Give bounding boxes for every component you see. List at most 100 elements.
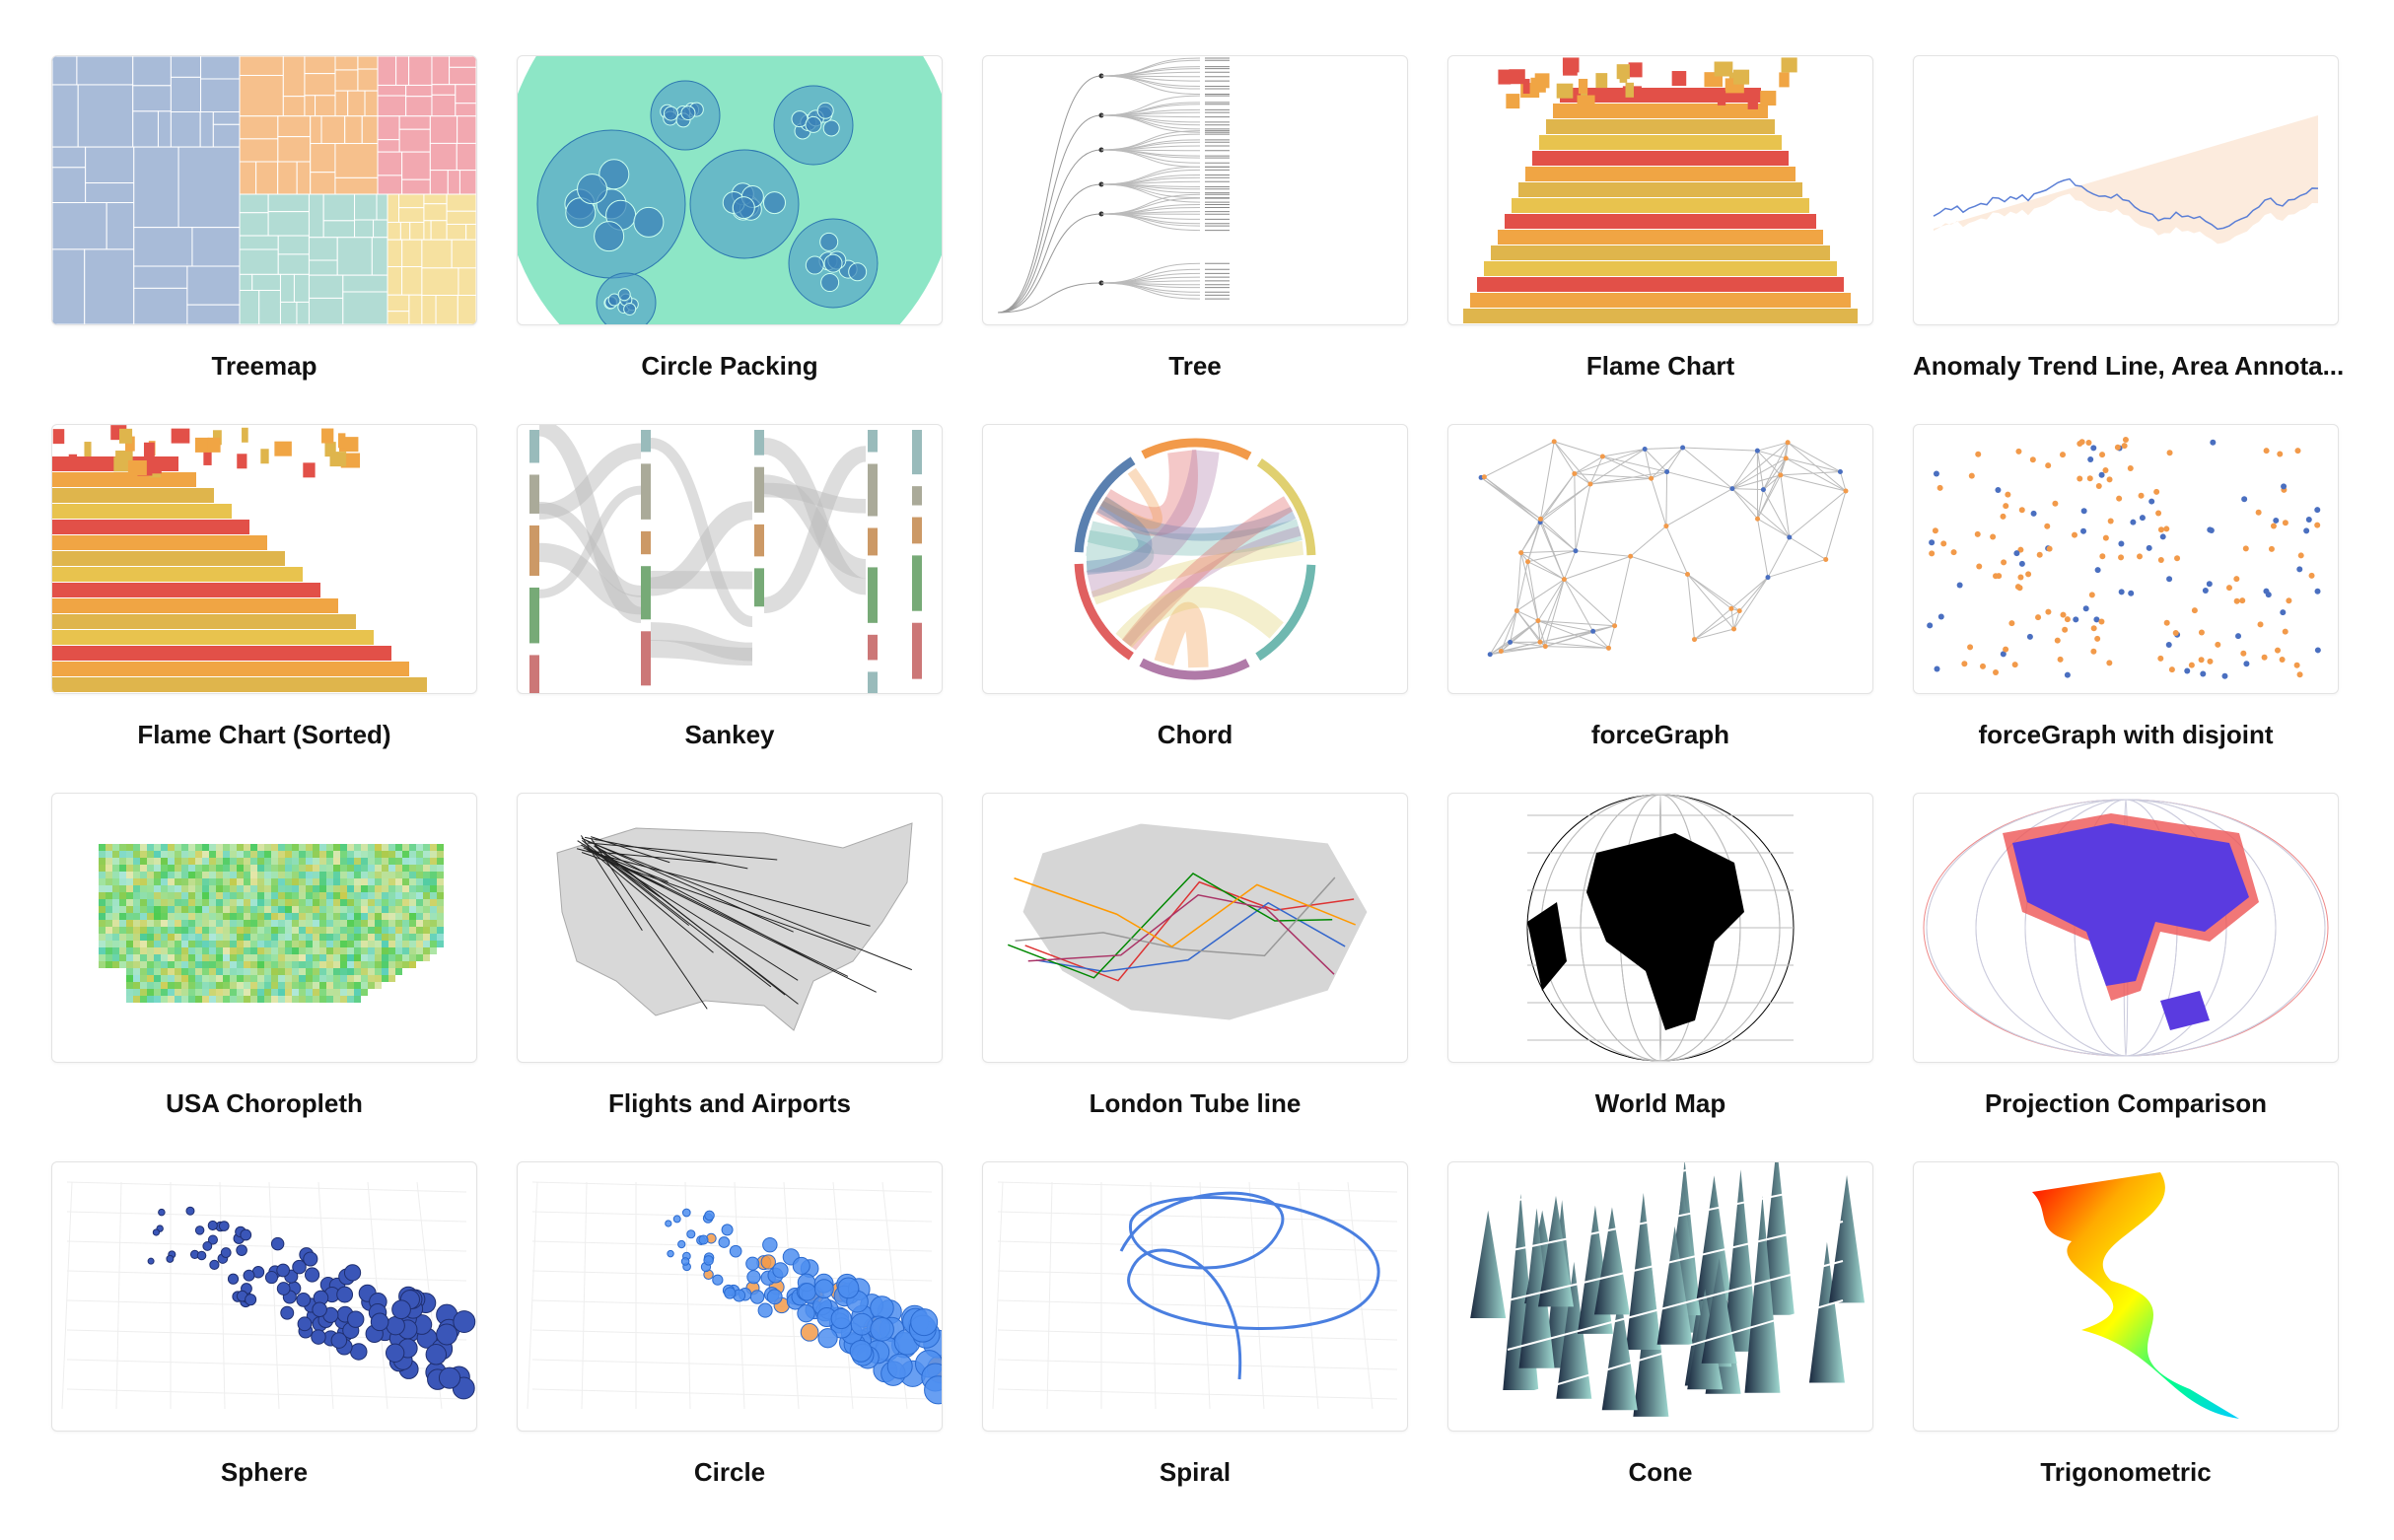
card-title[interactable]: Spiral [1159,1457,1232,1487]
card-title[interactable]: Flights and Airports [607,1088,852,1118]
thumbnail[interactable] [1447,793,1873,1063]
node [1934,665,1940,672]
thumbnail[interactable] [517,1161,943,1432]
thumbnail[interactable] [1447,424,1873,694]
card-title[interactable]: Projection Comparison [1984,1088,2268,1118]
thumbnail[interactable] [517,793,943,1063]
gallery-card[interactable]: Circle Packing [517,55,943,424]
gallery-card[interactable]: Flame Chart (Sorted) [51,424,477,793]
gallery-card[interactable]: Sankey [517,424,943,793]
thumbnail[interactable] [982,1161,1408,1432]
plane-line [1507,1221,1844,1301]
thumbnail[interactable] [982,424,1408,694]
gallery-card[interactable]: Anomaly Trend Line, Area Annota... [1913,55,2345,424]
card-title[interactable]: forceGraph [1590,720,1730,749]
gallery-card[interactable]: Tree [982,55,1408,424]
thumbnail[interactable] [1447,1161,1873,1432]
tile [170,76,202,113]
county [347,892,354,899]
card-title[interactable]: London Tube line [1089,1088,1302,1118]
county [333,941,340,947]
tile [342,274,388,293]
card-title[interactable]: Flame Chart [1585,351,1735,381]
gallery-card[interactable]: forceGraph with disjoint [1913,424,2339,793]
county [409,885,416,892]
county [154,906,161,913]
county [209,954,216,961]
card-title[interactable]: Chord [1157,720,1233,749]
node [2136,553,2143,560]
link [1757,450,1782,476]
gallery-card[interactable]: forceGraph [1447,424,1873,793]
card-title[interactable]: Anomaly Trend Line, Area Annota... [1913,351,2345,381]
thumbnail[interactable] [1913,55,2339,325]
card-title[interactable]: Sphere [220,1457,309,1487]
card-title[interactable]: Trigonometric [2040,1457,2212,1487]
tile [334,90,349,117]
county [264,954,271,961]
card-title[interactable]: Treemap [211,351,317,381]
card-title[interactable]: USA Choropleth [166,1088,363,1118]
gallery-card[interactable]: Flights and Airports [517,793,943,1161]
thumbnail[interactable] [51,793,477,1063]
card-title[interactable]: Cone [1628,1457,1693,1487]
thumbnail[interactable] [1447,55,1873,325]
county [161,934,168,941]
county [195,920,202,927]
card-title[interactable]: Tree [1168,351,1222,381]
node [1606,645,1612,651]
gallery-card[interactable]: London Tube line [982,793,1408,1161]
thumbnail[interactable] [51,55,477,325]
card-title[interactable]: World Map [1594,1088,1726,1118]
county [147,927,154,934]
gallery-card[interactable]: Circle [517,1161,943,1530]
thumbnail[interactable] [1913,424,2339,694]
plane-line [1507,1299,1844,1400]
gallery-card[interactable]: Chord [982,424,1408,793]
gallery-card[interactable]: Cone [1447,1161,1873,1530]
card-title[interactable]: forceGraph with disjoint [1978,720,2274,749]
gallery-card[interactable]: Trigonometric [1913,1161,2339,1530]
tile [409,221,425,241]
thumbnail[interactable] [982,793,1408,1063]
link [1564,555,1631,581]
county [361,892,368,899]
county [368,954,375,961]
card-title[interactable]: Circle [693,1457,766,1487]
gallery-card[interactable]: World Map [1447,793,1873,1161]
gallery-card[interactable]: Treemap [51,55,477,424]
card-title[interactable]: Flame Chart (Sorted) [137,720,391,749]
thumbnail[interactable] [1913,1161,2339,1432]
thumbnail[interactable] [982,55,1408,325]
gallery-card[interactable]: Sphere [51,1161,477,1530]
county [319,927,326,934]
thumbnail[interactable] [517,424,943,694]
card-title[interactable]: Circle Packing [641,351,818,381]
county [306,941,313,947]
county [437,878,444,885]
county [209,872,216,878]
county [375,851,382,858]
gallery-card[interactable]: Flame Chart [1447,55,1873,424]
county [430,941,437,947]
thumbnail[interactable] [51,424,477,694]
flight [589,849,849,977]
card-title[interactable]: Sankey [684,720,775,749]
thumbnail[interactable] [1913,793,2339,1063]
county [313,996,319,1003]
thumbnail[interactable] [517,55,943,325]
county [133,927,140,934]
point [391,1299,411,1320]
gallery-card[interactable]: Spiral [982,1161,1408,1530]
node [2102,467,2109,474]
node [2088,592,2095,598]
flame-frame [329,452,347,467]
county [326,989,333,996]
county [347,878,354,885]
node [1642,446,1648,452]
gallery-card[interactable]: Projection Comparison [1913,793,2339,1161]
county [292,906,299,913]
gallery-card[interactable]: USA Choropleth [51,793,477,1161]
thumbnail[interactable] [51,1161,477,1432]
thumbnail-image [99,844,444,1003]
